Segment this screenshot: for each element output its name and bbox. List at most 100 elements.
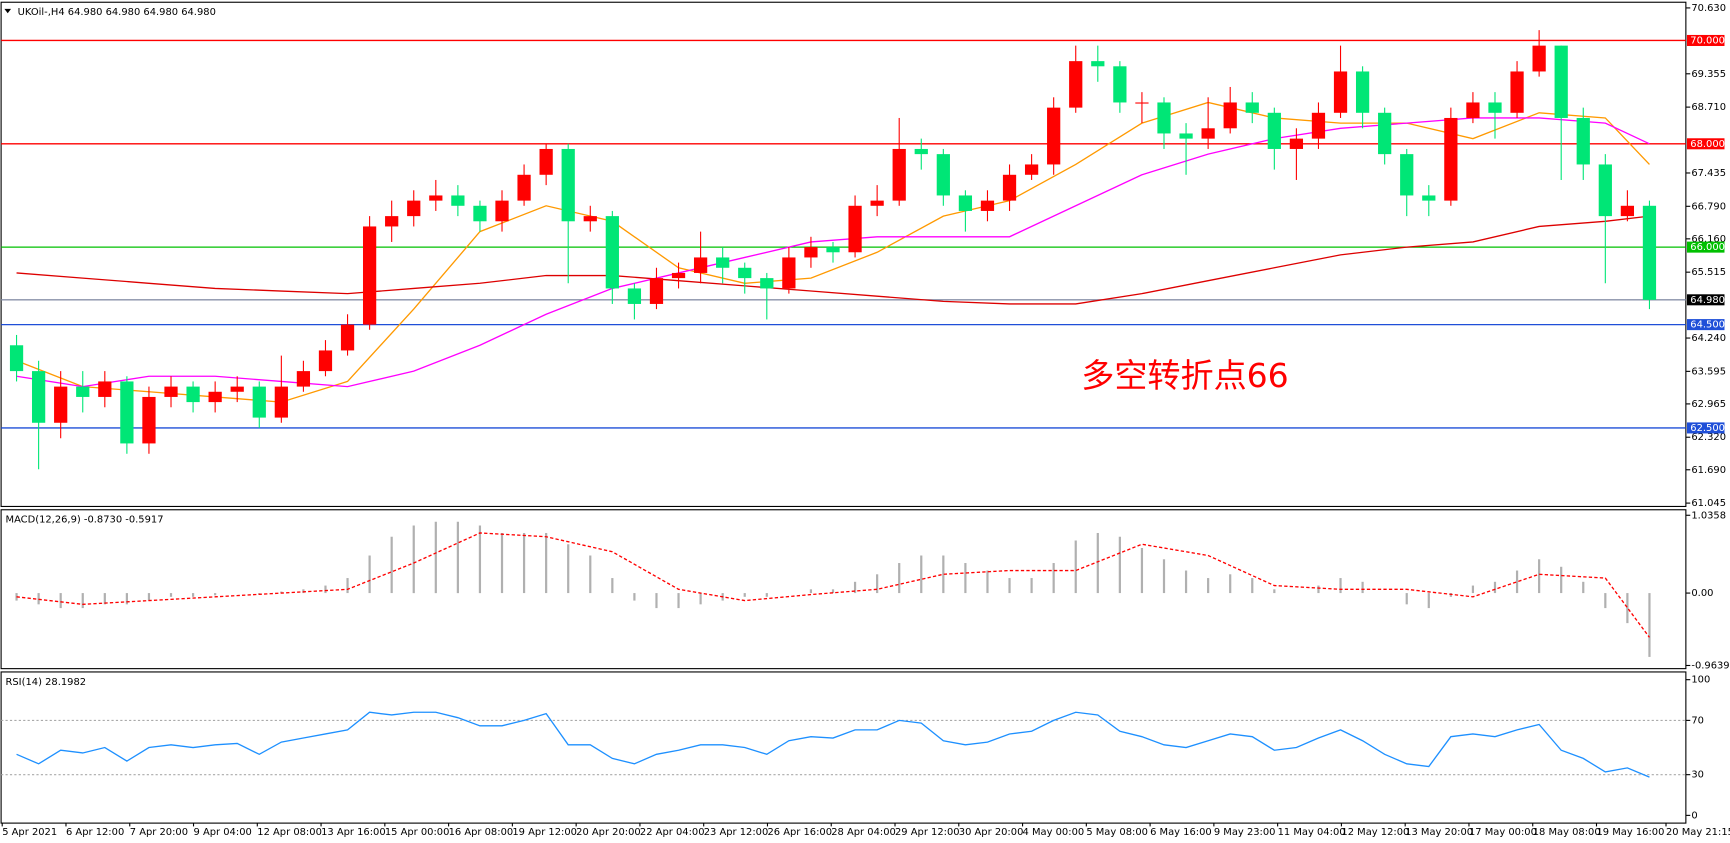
x-tick-label: 5 Apr 2021	[2, 827, 57, 838]
candle-body	[671, 272, 686, 279]
candle-body	[760, 278, 774, 289]
candle-body	[1620, 205, 1635, 217]
y-tick-label: 68.710	[1691, 102, 1726, 113]
candle-body	[1355, 71, 1370, 113]
candle-body	[914, 148, 928, 155]
price-level-box	[1686, 294, 1725, 306]
candle-body	[1135, 102, 1149, 104]
y-tick-label: 0.00	[1691, 588, 1713, 599]
candle-body	[495, 200, 509, 222]
y-tick-label: 100	[1691, 675, 1710, 686]
candle-body	[230, 386, 244, 392]
x-tick-label: 26 Apr 16:00	[767, 827, 832, 838]
panel-frame	[0, 1, 1687, 508]
y-tick-label: 65.515	[1691, 267, 1726, 278]
x-tick-label: 16 Apr 08:00	[449, 827, 514, 838]
panel-title: MACD(12,26,9) -0.8730 -0.5917	[6, 515, 164, 526]
candle-body	[892, 148, 906, 201]
candle-body	[693, 257, 708, 273]
x-tick-label: 13 May 20:00	[1405, 827, 1473, 838]
y-tick-label: -0.9639	[1691, 660, 1729, 671]
x-tick-label: 29 Apr 12:00	[895, 827, 960, 838]
panel-frame	[0, 671, 1687, 824]
candle-body	[1554, 45, 1568, 118]
y-tick-label: 61.690	[1691, 465, 1726, 476]
price-level-label: 66.000	[1690, 242, 1725, 253]
x-tick-label: 13 Apr 16:00	[321, 827, 386, 838]
x-tick-label: 15 Apr 00:00	[385, 827, 450, 838]
candle-body	[362, 226, 377, 325]
candle-body	[1576, 117, 1590, 165]
candle-body	[31, 371, 46, 423]
candle-body	[561, 148, 575, 222]
candle-body	[980, 200, 995, 211]
candle-body	[318, 350, 333, 372]
y-tick-label: 63.595	[1691, 366, 1726, 377]
y-tick-label: 70.630	[1691, 3, 1726, 14]
y-tick-label: 70	[1691, 715, 1704, 726]
y-tick-label: 61.045	[1691, 498, 1726, 509]
moving-average	[16, 215, 1650, 305]
x-tick-label: 6 May 16:00	[1150, 827, 1212, 838]
price-level-label: 64.980	[1690, 295, 1725, 306]
candle-body	[738, 267, 752, 279]
candle-body	[1488, 102, 1502, 113]
x-tick-label: 12 May 12:00	[1341, 827, 1409, 838]
candle-body	[142, 396, 156, 444]
candle-body	[1532, 45, 1546, 72]
x-tick-label: 4 May 00:00	[1023, 827, 1085, 838]
x-tick-label: 22 Apr 04:00	[640, 827, 705, 838]
candle-body	[186, 386, 200, 403]
candle-body	[649, 278, 664, 304]
candle-body	[539, 148, 553, 175]
candle-body	[252, 386, 266, 418]
candle-body	[1422, 195, 1436, 201]
price-level-label: 62.500	[1690, 423, 1725, 434]
candle-body	[848, 205, 862, 253]
price-level-box	[1686, 422, 1725, 434]
candle-body	[1179, 133, 1193, 139]
candle-body	[1267, 112, 1281, 149]
x-tick-label: 12 Apr 08:00	[257, 827, 322, 838]
candle-body	[1047, 107, 1061, 165]
price-level-label: 64.500	[1690, 320, 1725, 331]
annotation: 多空转折点66	[1081, 356, 1288, 395]
candle-body	[473, 205, 487, 222]
candle-body	[936, 154, 950, 196]
candle-body	[340, 324, 355, 351]
candle-body	[826, 247, 840, 253]
x-tick-label: 11 May 04:00	[1278, 827, 1346, 838]
y-tick-label: 64.240	[1691, 333, 1726, 344]
y-tick-label: 1.0358	[1691, 510, 1726, 521]
candle-body	[208, 391, 222, 403]
x-tick-label: 7 Apr 20:00	[130, 827, 188, 838]
panel-frame	[0, 509, 1687, 670]
candle-body	[1378, 112, 1392, 155]
candle-body	[870, 200, 884, 206]
y-tick-label: 66.160	[1691, 234, 1726, 245]
candle-body	[1091, 61, 1105, 67]
candle-body	[583, 216, 597, 222]
signal-line	[16, 532, 1650, 638]
candle-body	[1002, 174, 1017, 201]
y-tick-label: 66.790	[1691, 201, 1726, 212]
price-level-box	[1686, 34, 1725, 46]
x-tick-label: 9 May 23:00	[1214, 827, 1276, 838]
candle-body	[54, 386, 68, 423]
candle-body	[1069, 61, 1083, 108]
candle-body	[76, 386, 90, 397]
candle-body	[451, 195, 465, 206]
candle-body	[1157, 102, 1171, 134]
candle-body	[782, 257, 796, 289]
candle-body	[274, 386, 288, 418]
y-tick-label: 62.965	[1691, 399, 1726, 410]
rsi-line	[16, 711, 1650, 778]
price-level-box	[1686, 138, 1725, 150]
candle-body	[1245, 102, 1259, 113]
x-tick-label: 6 Apr 12:00	[66, 827, 124, 838]
x-tick-label: 19 Apr 12:00	[512, 827, 577, 838]
x-tick-label: 20 May 21:15	[1666, 827, 1730, 838]
panel-title: UKOil-,H4 64.980 64.980 64.980 64.980	[18, 7, 216, 18]
menu-arrow[interactable]	[4, 8, 12, 14]
